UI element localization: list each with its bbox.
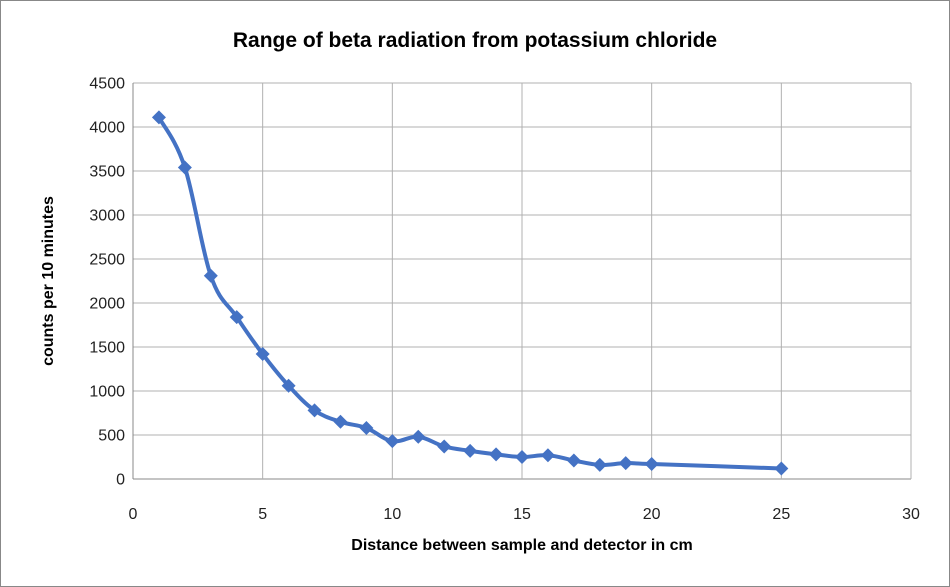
x-tick-label: 20 — [643, 506, 661, 523]
y-tick-label: 1500 — [89, 340, 125, 357]
y-axis-ticks: 0 500 1000 1500 2000 2500 3000 3500 4000 4500 — [89, 76, 125, 489]
y-tick-label: 3500 — [89, 164, 125, 181]
data-point-marker — [489, 447, 504, 462]
data-point-marker — [774, 461, 789, 476]
chart-title: Range of beta radiation from potassium c… — [233, 29, 717, 52]
data-point-marker — [566, 453, 581, 468]
x-tick-label: 25 — [772, 506, 790, 523]
x-axis-ticks: 0 5 10 15 20 25 30 — [129, 506, 920, 523]
data-point-marker — [229, 310, 244, 325]
data-point-marker — [385, 434, 400, 449]
data-point-marker — [463, 443, 478, 458]
data-point-marker — [411, 429, 426, 444]
y-tick-label: 2000 — [89, 296, 125, 313]
grid-lines — [132, 82, 912, 480]
y-tick-label: 4000 — [89, 120, 125, 137]
data-point-marker — [333, 414, 348, 429]
data-point-marker — [437, 439, 452, 454]
x-tick-label: 10 — [383, 506, 401, 523]
x-tick-label: 15 — [513, 506, 531, 523]
data-point-marker — [177, 160, 192, 175]
data-point-marker — [203, 268, 218, 283]
y-tick-label: 3000 — [89, 208, 125, 225]
data-point-marker — [644, 457, 659, 472]
data-point-marker — [515, 450, 529, 464]
x-tick-label: 30 — [902, 506, 920, 523]
data-point-marker — [540, 448, 555, 463]
data-point-marker — [307, 403, 322, 418]
x-tick-label: 0 — [129, 506, 138, 523]
data-point-marker — [618, 456, 633, 471]
data-point-marker — [255, 347, 270, 362]
y-tick-label: 4500 — [89, 76, 125, 93]
data-point-marker — [592, 457, 607, 472]
x-tick-label: 5 — [258, 506, 267, 523]
series-layer — [151, 110, 789, 476]
x-axis-label: Distance between sample and detector in … — [351, 537, 692, 554]
y-axis-label: counts per 10 minutes — [40, 196, 57, 366]
data-point-marker — [359, 420, 374, 435]
data-point-marker — [151, 110, 166, 125]
y-tick-label: 2500 — [89, 252, 125, 269]
series-line — [156, 115, 784, 471]
y-tick-label: 500 — [98, 428, 125, 445]
data-point-marker — [281, 378, 296, 393]
y-tick-label: 1000 — [89, 384, 125, 401]
y-tick-label: 0 — [116, 472, 125, 489]
